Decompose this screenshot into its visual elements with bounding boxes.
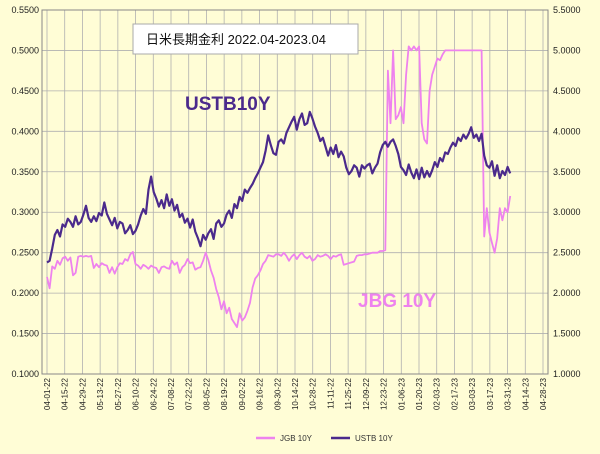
right-tick-label: 5.0000 (553, 45, 581, 55)
right-tick-label: 3.0000 (553, 207, 581, 217)
right-tick-label: 2.0000 (553, 288, 581, 298)
x-tick-label: 11-25-22 (344, 377, 353, 409)
right-tick-label: 4.0000 (553, 126, 581, 136)
x-tick-label: 03-31-23 (504, 377, 513, 410)
x-tick-label: 12-23-22 (380, 377, 389, 410)
left-tick-label: 0.5500 (11, 5, 39, 15)
left-tick-label: 0.4000 (11, 126, 39, 136)
x-tick-label: 01-20-23 (415, 377, 424, 410)
series-label-jgb: JBG 10Y (358, 291, 436, 312)
x-tick-label: 08-05-22 (202, 377, 211, 410)
x-tick-label: 12-09-22 (362, 377, 371, 410)
left-tick-label: 0.1000 (11, 369, 39, 379)
x-tick-label: 09-16-22 (256, 377, 265, 410)
legend-label-jgb: JGB 10Y (280, 434, 313, 443)
x-tick-label: 08-19-22 (220, 377, 229, 410)
x-tick-label: 10-28-22 (309, 377, 318, 410)
x-tick-label: 10-14-22 (291, 377, 300, 410)
series-line-jgb-10y (46, 45, 512, 328)
x-tick-label: 05-13-22 (96, 377, 105, 410)
right-tick-label: 3.5000 (553, 167, 581, 177)
x-tick-label: 09-30-22 (273, 377, 282, 410)
left-tick-label: 0.3000 (11, 207, 39, 217)
legend-label-ustb: USTB 10Y (355, 434, 393, 443)
x-tick-label: 02-17-23 (450, 377, 459, 410)
right-tick-label: 1.0000 (553, 369, 581, 379)
x-tick-label: 04-15-22 (61, 377, 70, 410)
left-tick-label: 0.4500 (11, 86, 39, 96)
left-tick-label: 0.1500 (11, 329, 39, 339)
x-tick-label: 03-17-23 (486, 377, 495, 410)
x-tick-label: 04-28-23 (539, 377, 548, 410)
x-tick-label: 11-11-22 (326, 377, 335, 408)
x-tick-label: 09-02-22 (238, 377, 247, 410)
left-tick-label: 0.2000 (11, 288, 39, 298)
x-tick-label: 03-03-23 (468, 377, 477, 410)
x-tick-label: 04-01-22 (43, 377, 52, 410)
left-tick-label: 0.2500 (11, 248, 39, 258)
x-tick-label: 02-03-23 (433, 377, 442, 410)
x-tick-label: 04-29-22 (78, 377, 87, 410)
right-tick-label: 2.5000 (553, 248, 581, 258)
right-tick-label: 5.5000 (553, 5, 581, 15)
left-tick-label: 0.5000 (11, 45, 39, 55)
x-tick-label: 01-06-23 (397, 377, 406, 410)
series-label-ustb: USTB10Y (185, 94, 271, 115)
x-tick-label: 06-10-22 (132, 377, 141, 410)
x-tick-label: 07-08-22 (167, 377, 176, 410)
series-layer (46, 45, 512, 328)
right-tick-label: 1.5000 (553, 329, 581, 339)
x-tick-label: 05-27-22 (114, 377, 123, 410)
series-line-ustb-10y (46, 110, 512, 264)
chart-title: 日米長期金利 2022.04-2023.04 (146, 32, 326, 47)
plot-frame (41, 9, 549, 375)
x-axis-ticks: 04-01-22 04-15-22 04-29-22 05-13-22 05-27-22… (43, 377, 548, 410)
title-box: 日米長期金利 2022.04-2023.04 (132, 23, 359, 55)
right-axis-ticks: 1.0000 1.5000 2.0000 2.5000 3.0000 3.5000 4.00… (553, 5, 581, 379)
left-axis-ticks: 0.1000 0.1500 0.2000 0.2500 0.3000 0.3500 0.40… (11, 5, 39, 379)
right-tick-label: 4.5000 (553, 86, 581, 96)
x-tick-label: 07-22-22 (185, 377, 194, 410)
x-tick-label: 06-24-22 (149, 377, 158, 410)
grid-layer (42, 9, 548, 375)
left-tick-label: 0.3500 (11, 167, 39, 177)
legend: JGB 10Y USTB 10Y (256, 434, 393, 443)
x-tick-label: 04-14-23 (521, 377, 530, 410)
